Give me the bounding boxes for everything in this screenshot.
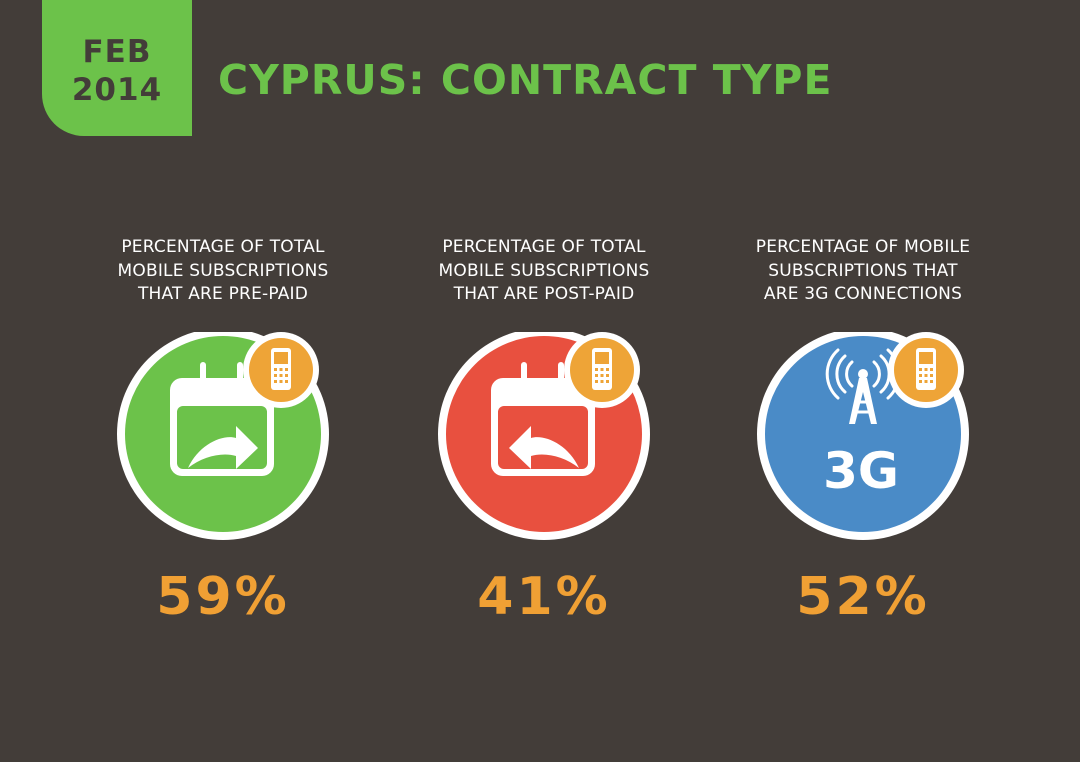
mobile-phone-icon: [564, 332, 640, 408]
mobile-phone-icon: [888, 332, 964, 408]
postpaid-label: PERCENTAGE OF TOTAL MOBILE SUBSCRIPTIONS…: [438, 237, 650, 304]
calendar-forward-arrow-icon: [170, 362, 274, 476]
3g-label: PERCENTAGE OF MOBILE SUBSCRIPTIONS THAT …: [755, 237, 971, 304]
mobile-phone-icon: [243, 332, 319, 408]
3g-icon-text: 3G: [823, 442, 899, 500]
prepaid-graphic: [117, 332, 329, 540]
prepaid-value: 59%: [156, 567, 290, 627]
prepaid-card: PERCENTAGE OF TOTAL MOBILE SUBSCRIPTIONS…: [73, 236, 373, 627]
postpaid-graphic: [438, 332, 650, 540]
prepaid-label: PERCENTAGE OF TOTAL MOBILE SUBSCRIPTIONS…: [117, 237, 329, 304]
3g-card: PERCENTAGE OF MOBILE SUBSCRIPTIONS THAT …: [713, 236, 1013, 627]
3g-graphic: 3G: [757, 332, 969, 540]
3g-value: 52%: [796, 567, 930, 627]
postpaid-card: PERCENTAGE OF TOTAL MOBILE SUBSCRIPTIONS…: [394, 236, 694, 627]
date-month: FEB: [82, 34, 152, 70]
date-tab: FEB 2014: [42, 0, 192, 136]
page-title: CYPRUS: CONTRACT TYPE: [218, 56, 833, 104]
calendar-back-arrow-icon: [491, 362, 595, 476]
postpaid-value: 41%: [477, 567, 611, 627]
date-year: 2014: [71, 72, 163, 108]
